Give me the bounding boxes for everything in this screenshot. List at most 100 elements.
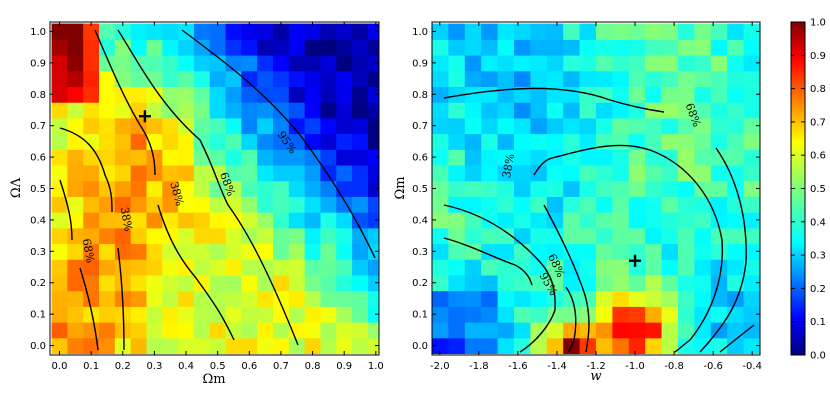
heatmap-cell xyxy=(743,227,760,245)
heatmap-cell xyxy=(661,212,679,229)
heatmap-cell xyxy=(694,306,712,323)
heatmap-cell xyxy=(596,259,613,276)
heatmap-cell xyxy=(336,86,353,103)
heatmap-cell xyxy=(99,23,116,40)
heatmap-cell xyxy=(114,259,132,276)
heatmap-cell xyxy=(563,117,581,135)
heatmap-cell xyxy=(612,290,630,307)
heatmap-cell xyxy=(596,149,613,166)
heatmap-cell xyxy=(710,70,728,87)
heatmap-cell xyxy=(257,290,274,307)
colorbar-tick-label: 0.9 xyxy=(810,51,826,62)
heatmap-cell xyxy=(497,227,515,245)
heatmap-cell xyxy=(432,212,449,229)
y-tick-label: 0.3 xyxy=(30,247,46,258)
heatmap-cell xyxy=(130,39,148,56)
heatmap-cell xyxy=(448,86,466,103)
heatmap-cell xyxy=(448,337,466,355)
heatmap-cell xyxy=(193,54,211,72)
heatmap-cell xyxy=(678,196,695,213)
heatmap-cell xyxy=(146,337,163,355)
y-tick-label: 0.6 xyxy=(412,153,428,164)
heatmap-cell xyxy=(727,117,745,135)
heatmap-cell xyxy=(178,212,195,229)
heatmap-cell xyxy=(99,274,116,292)
right-contour-95-lower xyxy=(565,286,577,353)
left-contour-95-top xyxy=(181,29,376,259)
heatmap-cell xyxy=(694,149,712,166)
heatmap-cell xyxy=(628,23,646,40)
heatmap-cell xyxy=(678,322,695,339)
heatmap-cell xyxy=(661,23,679,40)
heatmap-cell xyxy=(530,227,548,245)
heatmap-cell xyxy=(352,102,369,119)
heatmap-cell xyxy=(273,259,290,276)
heatmap-cell xyxy=(257,180,274,197)
heatmap-cell xyxy=(497,54,515,72)
heatmap-cell xyxy=(273,39,290,56)
heatmap-cell xyxy=(193,102,211,119)
heatmap-cell xyxy=(612,243,630,260)
heatmap-cell xyxy=(563,306,581,323)
heatmap-cell xyxy=(481,259,499,276)
heatmap-cell xyxy=(432,306,449,323)
heatmap-cell xyxy=(99,322,116,339)
right-contour-38-left xyxy=(533,157,553,176)
heatmap-cell xyxy=(464,70,482,87)
heatmap-cell xyxy=(546,196,564,213)
contour-label: 68% xyxy=(80,238,97,264)
colorbar-tick-label: 0.7 xyxy=(810,117,826,128)
heatmap-cell xyxy=(146,322,163,339)
heatmap-cell xyxy=(694,133,712,150)
heatmap-cell xyxy=(225,306,242,323)
heatmap-cell xyxy=(514,164,531,182)
heatmap-cell xyxy=(114,337,132,355)
heatmap-cell xyxy=(448,180,466,197)
heatmap-cell xyxy=(241,212,258,229)
heatmap-cell xyxy=(530,290,548,307)
heatmap-cell xyxy=(710,102,728,119)
heatmap-cell xyxy=(304,322,322,339)
heatmap-cell xyxy=(83,133,100,150)
heatmap-cell xyxy=(67,39,84,56)
heatmap-cell xyxy=(162,86,179,103)
heatmap-cell xyxy=(178,274,195,292)
heatmap-cell xyxy=(67,70,84,87)
heatmap-cell xyxy=(241,306,258,323)
heatmap-cell xyxy=(83,322,100,339)
heatmap-cell xyxy=(209,259,227,276)
heatmap-cell xyxy=(743,133,760,150)
heatmap-cell xyxy=(225,337,242,355)
heatmap-cell xyxy=(130,306,148,323)
heatmap-cell xyxy=(530,180,548,197)
heatmap-cell xyxy=(579,86,597,103)
heatmap-cell xyxy=(225,196,242,213)
heatmap-cell xyxy=(596,337,613,355)
x-tick-label: 0.2 xyxy=(115,361,131,372)
heatmap-cell xyxy=(209,23,227,40)
heatmap-cell xyxy=(645,259,663,276)
heatmap-cell xyxy=(225,164,242,182)
heatmap-cell xyxy=(481,70,499,87)
heatmap-cell xyxy=(241,117,258,135)
heatmap-cell xyxy=(273,274,290,292)
heatmap-cell xyxy=(51,180,68,197)
heatmap-cell xyxy=(497,306,515,323)
heatmap-cell xyxy=(645,274,663,292)
heatmap-cell xyxy=(336,164,353,182)
heatmap-cell xyxy=(193,243,211,260)
heatmap-cell xyxy=(320,39,337,56)
heatmap-cell xyxy=(304,306,322,323)
heatmap-cell xyxy=(612,259,630,276)
y-tick-label: 1.0 xyxy=(30,27,46,38)
y-tick-label: 1.0 xyxy=(412,27,428,38)
heatmap-cell xyxy=(304,274,322,292)
heatmap-cell xyxy=(432,322,449,339)
heatmap-cell xyxy=(225,86,242,103)
heatmap-cell xyxy=(497,133,515,150)
heatmap-cell xyxy=(352,23,369,40)
heatmap-cell xyxy=(448,306,466,323)
heatmap-cell xyxy=(432,70,449,87)
heatmap-cell xyxy=(114,117,132,135)
heatmap-cell xyxy=(162,306,179,323)
